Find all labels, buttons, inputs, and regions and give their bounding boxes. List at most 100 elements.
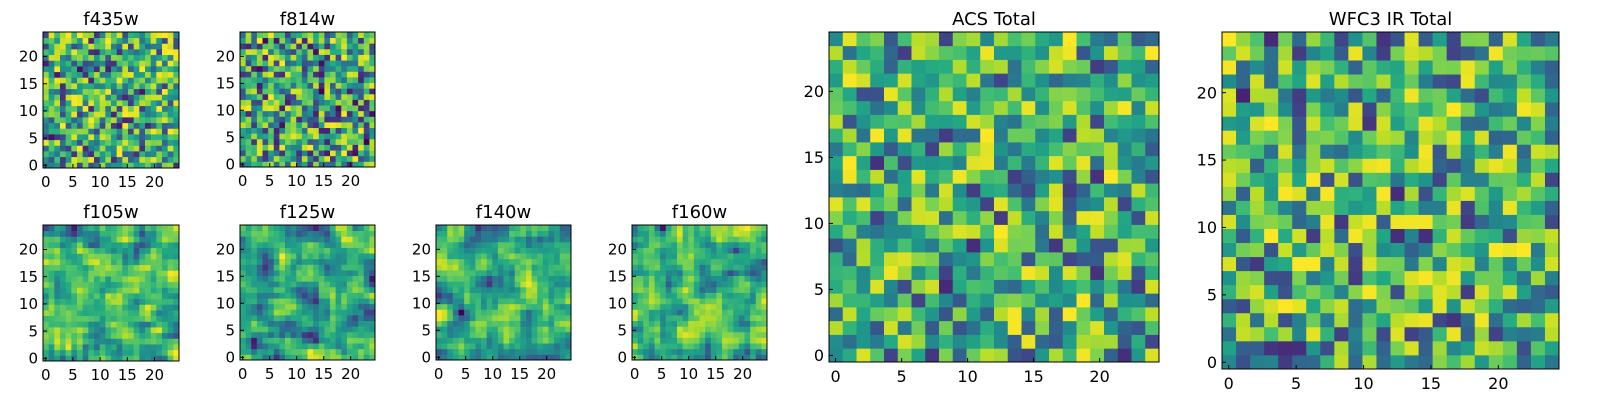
heatmap-cell: [441, 348, 448, 355]
heatmap-cell: [1131, 334, 1146, 349]
heatmap-cell: [1306, 60, 1321, 75]
heatmap-cell: [122, 139, 129, 146]
heatmap-cell: [842, 73, 857, 88]
heatmap-cell: [1278, 158, 1293, 173]
heatmap-cell: [318, 236, 325, 243]
heatmap-cell: [755, 241, 762, 248]
heatmap-cell: [1376, 256, 1391, 272]
heatmap-cell: [268, 225, 275, 232]
heatmap-cell: [245, 331, 252, 338]
heatmap-cell: [111, 225, 118, 232]
heatmap-cell: [82, 355, 89, 362]
heatmap-cell: [447, 292, 454, 299]
heatmap-cell: [925, 73, 940, 88]
heatmap-cell: [318, 133, 325, 140]
heatmap-cell: [341, 270, 348, 277]
heatmap-cell: [273, 270, 280, 277]
heatmap-cell: [1390, 270, 1405, 286]
heatmap-cell: [94, 304, 101, 311]
heatmap-cell: [60, 253, 67, 260]
heatmap-cell: [693, 270, 700, 277]
heatmap-cell: [301, 236, 308, 243]
heatmap-cell: [705, 331, 712, 338]
heatmap-cell: [251, 32, 258, 39]
heatmap-cell: [1062, 128, 1077, 143]
heatmap-cell: [939, 197, 954, 212]
heatmap-cell: [162, 270, 169, 277]
heatmap-cell: [116, 247, 123, 254]
heatmap-cell: [82, 128, 89, 135]
heatmap-cell: [537, 230, 544, 237]
heatmap-cell: [145, 111, 152, 118]
heatmap-cell: [761, 236, 768, 243]
heatmap-cell: [139, 128, 146, 135]
heatmap-cell: [939, 183, 954, 198]
heatmap-cell: [637, 241, 644, 248]
heatmap-cell: [548, 348, 555, 355]
heatmap-cell: [94, 287, 101, 294]
heatmap-cell: [911, 183, 926, 198]
heatmap-cell: [251, 48, 258, 55]
heatmap-cell: [452, 286, 459, 293]
heatmap-cell: [43, 94, 50, 101]
heatmap-cell: [1264, 186, 1279, 201]
heatmap-cell: [542, 298, 549, 305]
heatmap-cell: [156, 134, 163, 141]
heatmap-cell: [738, 275, 745, 282]
heatmap-cell: [1007, 128, 1022, 143]
heatmap-cell: [268, 116, 275, 123]
heatmap-cell: [279, 138, 286, 145]
heatmap-cell: [245, 116, 252, 123]
heatmap-cell: [520, 326, 527, 333]
heatmap-cell: [122, 344, 129, 351]
heatmap-cell: [761, 230, 768, 237]
heatmap-cell: [352, 225, 359, 232]
heatmap-cell: [318, 230, 325, 237]
heatmap-cell: [1264, 74, 1279, 89]
heatmap-cell: [1348, 228, 1363, 244]
heatmap-cell: [122, 111, 129, 118]
heatmap-cell: [693, 264, 700, 271]
heatmap-cell: [1021, 142, 1036, 157]
heatmap-cell: [48, 88, 55, 95]
heatmap-cell: [481, 247, 488, 254]
heatmap-cell: [705, 236, 712, 243]
heatmap-cell: [273, 253, 280, 260]
heatmap-cell: [145, 225, 152, 232]
heatmap-cell: [341, 155, 348, 162]
heatmap-cell: [1021, 73, 1036, 88]
heatmap-cell: [145, 259, 152, 266]
heatmap-cell: [301, 54, 308, 61]
heatmap-cell: [509, 292, 516, 299]
heatmap-cell: [503, 264, 510, 271]
heatmap-cell: [116, 259, 123, 266]
x-tick-label: 0: [41, 366, 51, 384]
heatmap-cell: [54, 32, 61, 39]
heatmap-cell: [554, 326, 561, 333]
heatmap-cell: [330, 122, 337, 129]
heatmap-cell: [665, 230, 672, 237]
heatmap-cell: [43, 332, 50, 339]
heatmap-cell: [296, 298, 303, 305]
heatmap-cell: [105, 230, 112, 237]
heatmap-cell: [77, 253, 84, 260]
heatmap-cell: [980, 32, 995, 47]
heatmap-cell: [1145, 293, 1160, 308]
heatmap-cell: [313, 150, 320, 157]
heatmap-cell: [1278, 74, 1293, 89]
heatmap-cell: [1292, 312, 1307, 328]
heatmap-cell: [363, 88, 370, 95]
heatmap-cell: [54, 122, 61, 129]
heatmap-cell: [162, 100, 169, 107]
heatmap-cell: [1334, 172, 1349, 187]
heatmap-cell: [469, 298, 476, 305]
heatmap-cell: [677, 337, 684, 344]
heatmap-cell: [251, 43, 258, 50]
heatmap-cell: [122, 37, 129, 44]
heatmap-cell: [105, 259, 112, 266]
heatmap-cell: [1292, 284, 1307, 300]
heatmap-cell: [245, 225, 252, 232]
heatmap-cell: [939, 224, 954, 239]
heatmap-cell: [1104, 59, 1119, 74]
heatmap-cell: [761, 241, 768, 248]
